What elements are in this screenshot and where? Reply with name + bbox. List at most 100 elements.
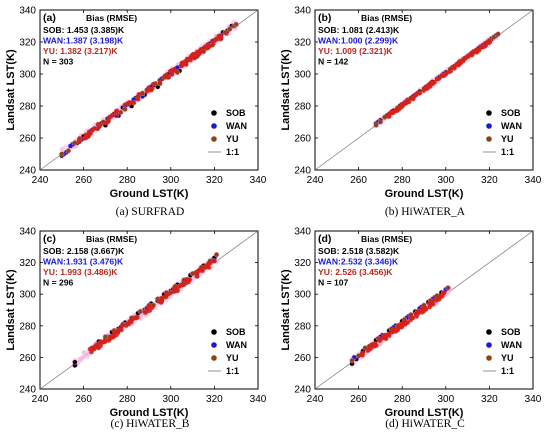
legend: SOB WAN YU 1:1 xyxy=(208,108,247,157)
legend-label: YU xyxy=(226,353,239,363)
legend-label: WAN xyxy=(501,121,522,131)
x-tick-label: 240 xyxy=(307,175,324,186)
x-tick-label: 260 xyxy=(350,175,367,186)
stats-line: SOB: 2.158 (3.667)K xyxy=(43,246,125,256)
dense-core-mark xyxy=(394,106,399,112)
dense-core-mark xyxy=(477,48,482,53)
legend-label: 1:1 xyxy=(501,147,514,157)
data-point-yu xyxy=(122,106,128,112)
dense-core-mark xyxy=(436,297,442,302)
dense-core-mark xyxy=(389,109,395,114)
dense-core-mark xyxy=(162,73,168,78)
x-tick-label: 300 xyxy=(437,175,454,186)
data-point-yu xyxy=(59,151,65,157)
x-axis-title: Ground LST(K) xyxy=(110,407,189,419)
dense-core-mark xyxy=(452,66,457,71)
data-point-yu xyxy=(233,21,239,28)
data-point-yu xyxy=(137,308,143,315)
stats-line: WAN:1.931 (3.476)K xyxy=(43,257,124,267)
data-point-yu xyxy=(349,357,355,364)
dense-core-mark xyxy=(397,105,403,111)
dense-core-mark xyxy=(181,282,187,287)
dense-core-mark xyxy=(110,113,115,118)
x-tick-label: 280 xyxy=(119,394,136,405)
panel-caption: (c) HiWATER_B xyxy=(111,418,190,430)
dense-core-mark xyxy=(195,53,200,59)
dense-core-mark xyxy=(402,101,407,106)
dense-core-mark xyxy=(438,293,443,298)
x-tick-label: 300 xyxy=(437,394,454,405)
legend-label: 1:1 xyxy=(226,366,239,376)
halo-mark xyxy=(80,355,86,360)
legend-marker-sob xyxy=(486,329,492,335)
halo-mark xyxy=(138,315,144,321)
legend-marker-yu xyxy=(211,355,217,361)
legend: SOB WAN YU 1:1 xyxy=(483,327,522,376)
legend-label: WAN xyxy=(501,340,522,350)
stats-line: YU: 1.993 (3.486)K xyxy=(43,267,118,277)
dense-core-mark xyxy=(446,69,451,75)
legend-label: YU xyxy=(226,134,239,144)
dense-core-mark xyxy=(114,108,119,113)
dense-core-mark xyxy=(86,129,92,135)
x-tick-label: 260 xyxy=(75,394,92,405)
panel-caption: (a) SURFRAD xyxy=(116,206,185,218)
dense-core-mark xyxy=(390,329,395,335)
y-tick-label: 260 xyxy=(294,134,311,145)
dense-core-mark xyxy=(386,332,392,337)
legend-label: SOB xyxy=(226,108,246,118)
dense-core-mark xyxy=(145,89,150,94)
stats-line: WAN:1.387 (3.198)K xyxy=(43,36,124,46)
y-tick-label: 280 xyxy=(294,102,311,113)
x-tick-label: 260 xyxy=(75,175,92,186)
panel-label: (c) xyxy=(43,233,56,245)
legend-label: YU xyxy=(501,353,514,363)
x-tick-label: 320 xyxy=(481,175,498,186)
y-tick-label: 260 xyxy=(19,353,36,364)
dense-core-mark xyxy=(106,338,112,343)
dense-core-mark xyxy=(119,323,125,329)
panel-label: (a) xyxy=(43,12,56,24)
data-point-yu xyxy=(118,109,124,116)
legend-label: SOB xyxy=(501,327,521,337)
dense-core-mark xyxy=(193,270,198,275)
dense-core xyxy=(77,31,229,145)
dense-core-mark xyxy=(218,35,224,40)
stats-line: YU: 1.382 (3.217)K xyxy=(43,46,118,56)
dense-core-mark xyxy=(432,297,437,302)
y-axis-title: Landsat LST(K) xyxy=(280,269,292,351)
x-tick-label: 340 xyxy=(525,175,542,186)
x-tick-label: 280 xyxy=(394,394,411,405)
legend-marker-wan xyxy=(211,342,217,348)
dense-core-mark xyxy=(415,309,421,314)
scatter-panel-c: 240 260 280 300 320 340 240 260 280 300 320 340 (c) B… xyxy=(5,227,267,431)
stats-n: N = 107 xyxy=(318,278,349,288)
dense-core-mark xyxy=(487,39,493,45)
dense-core-mark xyxy=(182,61,188,66)
y-tick-label: 340 xyxy=(294,227,311,238)
dense-core-mark xyxy=(77,139,82,145)
y-tick-label: 340 xyxy=(294,6,311,17)
dense-core-mark xyxy=(98,123,103,128)
panel-label: (b) xyxy=(318,12,331,24)
y-tick-label: 240 xyxy=(294,385,311,396)
dense-core-mark xyxy=(159,295,165,301)
x-tick-label: 240 xyxy=(32,175,49,186)
data-point-yu xyxy=(377,119,384,125)
data-point-yu xyxy=(65,148,71,154)
dense-core-mark xyxy=(134,314,139,320)
panel-caption: (b) HiWATER_A xyxy=(385,206,466,218)
y-tick-label: 320 xyxy=(19,38,36,49)
dense-core-mark xyxy=(110,335,116,340)
dense-core-mark xyxy=(410,96,416,102)
scatter-panel-a: 240 260 280 300 320 340 240 260 280 300 320 340 (a) B… xyxy=(5,6,267,219)
dense-core-mark xyxy=(98,343,103,349)
dense-core-mark xyxy=(186,277,192,283)
legend: SOB WAN YU 1:1 xyxy=(483,108,522,157)
dense-core-mark xyxy=(135,97,141,102)
stats-line: WAN:2.532 (3.346)K xyxy=(318,257,399,267)
dense-core-mark xyxy=(405,99,410,104)
x-axis-title: Ground LST(K) xyxy=(385,407,464,419)
dense-core-mark xyxy=(422,86,427,91)
x-tick-label: 280 xyxy=(119,175,136,186)
